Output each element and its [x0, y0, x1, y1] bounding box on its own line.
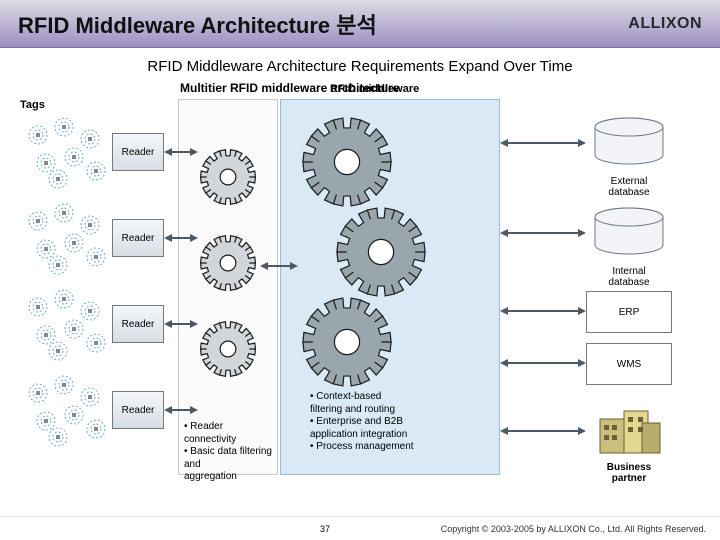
- arrow-icon: [500, 226, 586, 240]
- gear-icon: [200, 149, 256, 205]
- erp-box: ERP: [586, 291, 672, 333]
- copyright: Copyright © 2003-2005 by ALLIXON Co., Lt…: [441, 524, 706, 534]
- arrow-icon: [164, 145, 198, 159]
- tier1-caption: • Reader connectivity • Basic data filte…: [184, 421, 278, 484]
- gear-icon: [200, 235, 256, 291]
- business-partner-icon: Business partner: [586, 401, 672, 484]
- slide-number: 37: [320, 524, 330, 534]
- gear-icon: [302, 297, 392, 387]
- arrow-icon: [164, 317, 198, 331]
- arrow-icon: [260, 259, 298, 273]
- tag-cluster: [24, 117, 110, 189]
- gear-icon: [336, 207, 426, 297]
- reader-node: Reader: [112, 391, 164, 429]
- reader-node: Reader: [112, 219, 164, 257]
- reader-node: Reader: [112, 305, 164, 343]
- page-title: RFID Middleware Architecture 분석: [18, 8, 377, 40]
- subtitle: RFID Middleware Architecture Requirement…: [0, 58, 720, 75]
- tag-cluster: [24, 375, 110, 447]
- diagram-stage: Multitier RFID middleware architecture T…: [20, 81, 700, 481]
- tag-cluster: [24, 203, 110, 275]
- brand-logo: ALLIXON: [628, 15, 702, 33]
- gear-icon: [302, 117, 392, 207]
- slide-header: RFID Middleware Architecture 분석 ALLIXON: [0, 0, 720, 48]
- internal-database-icon: Internal database: [586, 207, 672, 288]
- reader-node: Reader: [112, 133, 164, 171]
- arrow-icon: [500, 424, 586, 438]
- arrow-icon: [164, 403, 198, 417]
- tags-label: Tags: [20, 99, 45, 111]
- arrow-icon: [500, 356, 586, 370]
- slide-footer: 37 Copyright © 2003-2005 by ALLIXON Co.,…: [0, 516, 720, 540]
- arrow-icon: [164, 231, 198, 245]
- external-database-icon: External database: [586, 117, 672, 198]
- arrow-icon: [500, 304, 586, 318]
- wms-box: WMS: [586, 343, 672, 385]
- tag-cluster: [24, 289, 110, 361]
- gear-icon: [200, 321, 256, 377]
- tier2-caption: • Context-based filtering and routing • …: [310, 391, 490, 454]
- middleware-label: RFID middleware: [330, 83, 419, 95]
- arrow-icon: [500, 136, 586, 150]
